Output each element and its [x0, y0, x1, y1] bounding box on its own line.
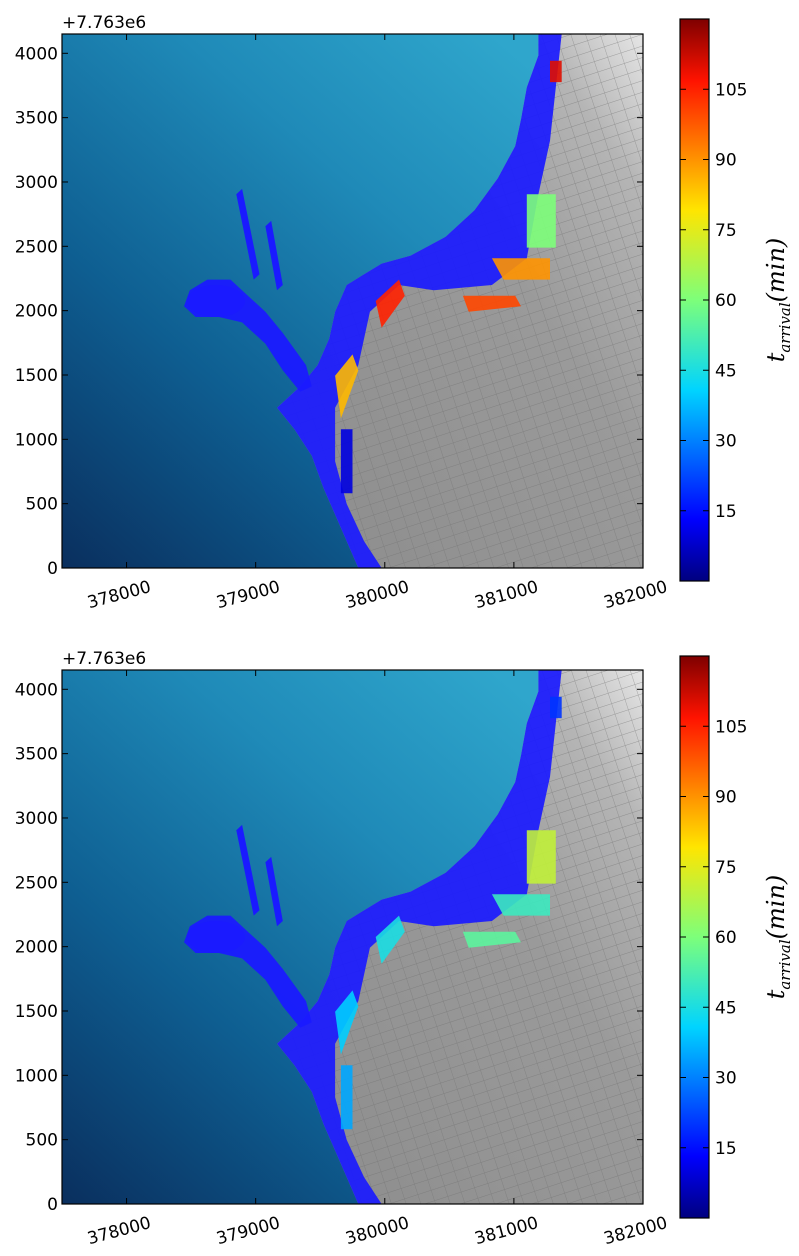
y-tick-label: 500 — [26, 1131, 58, 1151]
y-offset-label: +7.763e6 — [62, 649, 146, 669]
x-tick-label: 381000 — [473, 577, 541, 613]
pier — [236, 824, 260, 916]
arrival-hotspot — [491, 894, 550, 916]
y-tick-label: 1000 — [15, 430, 58, 450]
y-tick-label: 2000 — [15, 938, 58, 958]
x-tick-label: 379000 — [214, 577, 282, 613]
colorbar-tick-label: 30 — [715, 432, 737, 452]
arrival-hotspot — [335, 354, 359, 419]
colorbar-tick-label: 105 — [715, 80, 747, 100]
colorbar-tick-label: 105 — [715, 717, 747, 737]
colorbar-tick-label: 30 — [715, 1069, 737, 1089]
y-tick-label: 500 — [26, 495, 58, 515]
street-grid — [277, 34, 643, 568]
port-island — [186, 284, 246, 318]
y-tick-label: 1500 — [15, 1002, 58, 1022]
colorbar-label: tarrival(min) — [762, 238, 794, 363]
colorbar-tick-label: 90 — [715, 151, 737, 171]
arrival-hotspot — [335, 990, 359, 1055]
y-tick-label: 0 — [47, 1195, 58, 1215]
y-offset-label: +7.763e6 — [62, 13, 146, 33]
axes-frame — [61, 669, 644, 1205]
arrival-hotspot — [375, 279, 405, 328]
x-tick-label: 378000 — [85, 577, 153, 613]
pier — [265, 220, 283, 291]
colorbar-label-main: t — [762, 989, 790, 999]
arrival-hotspot — [550, 696, 562, 719]
pier — [236, 188, 260, 280]
y-tick-label: 0 — [47, 559, 58, 579]
colorbar-tick-label: 15 — [715, 1139, 737, 1159]
colorbar-tick-label: 75 — [715, 858, 737, 878]
arrival-hotspot — [526, 830, 556, 884]
street-grid — [277, 670, 643, 1204]
colorbar-tick-label: 15 — [715, 502, 737, 522]
arrival-hotspot — [526, 194, 556, 248]
arrival-hotspot — [375, 915, 405, 964]
colorbar-label-unit: (min) — [762, 238, 790, 303]
arrival-hotspot — [340, 429, 353, 494]
y-tick-label: 3500 — [15, 109, 58, 129]
colorbar-label-main: t — [762, 352, 790, 362]
map-image — [62, 670, 643, 1204]
arrival-hotspot — [491, 258, 550, 280]
x-tick-label: 380000 — [344, 577, 412, 613]
arrival-hotspot — [462, 931, 521, 948]
pier — [265, 856, 283, 927]
x-tick-label: 380000 — [344, 1213, 412, 1249]
colorbar-tick-label: 60 — [715, 928, 737, 948]
colorbar-tick-label: 60 — [715, 291, 737, 311]
chart-panel-top: 0 500 1000 1500 2000 2500 3000 3500 4000+7.763e6… — [15, 13, 794, 613]
y-tick-label: 3000 — [15, 809, 58, 829]
x-tick-label: 381000 — [473, 1213, 541, 1249]
y-tick-label: 1500 — [15, 366, 58, 386]
colorbar-label-sub: arrival — [776, 939, 794, 989]
y-tick-label: 1000 — [15, 1066, 58, 1086]
x-tick-label: 382000 — [602, 1213, 670, 1249]
port-island — [186, 920, 246, 954]
axes-frame — [61, 33, 644, 569]
y-tick-label: 4000 — [15, 680, 58, 700]
colorbar-label-sub: arrival — [776, 302, 794, 352]
map-image — [62, 34, 643, 568]
colorbar-label: tarrival(min) — [762, 875, 794, 1000]
x-tick-label: 378000 — [85, 1213, 153, 1249]
y-tick-label: 2500 — [15, 237, 58, 257]
colorbar-tick-label: 45 — [715, 998, 737, 1018]
y-tick-label: 2500 — [15, 873, 58, 893]
x-tick-label: 379000 — [214, 1213, 282, 1249]
y-tick-label: 3000 — [15, 173, 58, 193]
colorbar-tick-label: 90 — [715, 788, 737, 808]
inundation-zone — [277, 34, 562, 568]
colorbar-tick-label: 45 — [715, 361, 737, 381]
y-tick-label: 2000 — [15, 302, 58, 322]
x-tick-label: 382000 — [602, 577, 670, 613]
colorbar-label-unit: (min) — [762, 875, 790, 940]
y-tick-label: 3500 — [15, 745, 58, 765]
inundation-zone — [277, 670, 562, 1204]
arrival-hotspot — [340, 1065, 353, 1130]
arrival-hotspot — [462, 295, 521, 312]
y-tick-label: 4000 — [15, 44, 58, 64]
colorbar-tick-label: 75 — [715, 221, 737, 241]
arrival-hotspot — [550, 60, 562, 83]
chart-panel-bottom: 0 500 1000 1500 2000 2500 3000 3500 4000+7.763e6… — [15, 649, 794, 1249]
